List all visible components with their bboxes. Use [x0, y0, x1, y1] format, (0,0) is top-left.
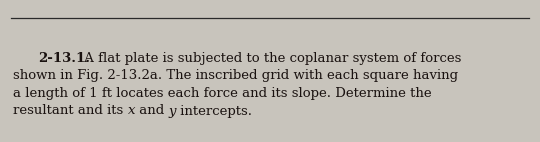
Text: and: and: [135, 105, 168, 117]
Text: 2-13.1.: 2-13.1.: [38, 52, 90, 65]
Text: shown in Fig. 2-13.2a. The inscribed grid with each square having: shown in Fig. 2-13.2a. The inscribed gri…: [13, 69, 458, 83]
Text: resultant and its: resultant and its: [13, 105, 127, 117]
Text: intercepts.: intercepts.: [176, 105, 252, 117]
Text: A flat plate is subjected to the coplanar system of forces: A flat plate is subjected to the coplana…: [80, 52, 461, 65]
Text: y: y: [168, 105, 176, 117]
Text: x: x: [127, 105, 135, 117]
Text: a length of 1 ft locates each force and its slope. Determine the: a length of 1 ft locates each force and …: [13, 87, 431, 100]
